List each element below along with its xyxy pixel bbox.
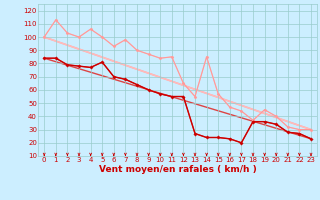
X-axis label: Vent moyen/en rafales ( km/h ): Vent moyen/en rafales ( km/h ) [99, 165, 256, 174]
